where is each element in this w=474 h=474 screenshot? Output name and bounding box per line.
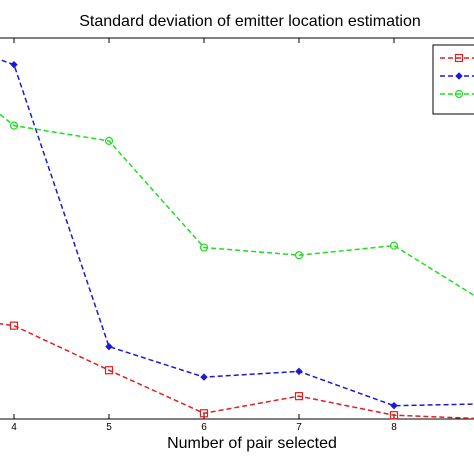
data-point [390, 401, 398, 410]
data-point [389, 411, 399, 420]
series-1 [0, 321, 474, 420]
series-layer [0, 58, 474, 420]
data-point [294, 251, 304, 260]
data-point [10, 60, 18, 69]
data-point [294, 392, 304, 401]
x-tick-label: 8 [391, 422, 397, 433]
data-point [295, 367, 303, 376]
series-3 [0, 113, 474, 297]
data-point [105, 342, 113, 351]
plot-area [0, 37, 474, 420]
data-point [199, 243, 209, 252]
data-point [9, 121, 19, 130]
legend-entry-3 [440, 89, 474, 99]
series-3-line [0, 113, 474, 297]
legend-entry-1 [440, 53, 474, 63]
series-2 [0, 58, 474, 410]
x-tick-label: 7 [296, 422, 302, 433]
x-tick-label: 5 [106, 422, 112, 433]
data-point [104, 136, 114, 145]
x-tick-label: 6 [201, 422, 207, 433]
data-point [104, 366, 114, 375]
data-point [389, 241, 399, 250]
x-axis-label: Number of pair selected [167, 435, 337, 452]
legend-entry-2 [440, 72, 474, 80]
legend [432, 44, 474, 115]
legend-marker [454, 89, 464, 99]
data-point [199, 409, 209, 418]
data-point [200, 373, 208, 381]
legend-marker [455, 72, 463, 80]
series-1-line [0, 322, 474, 420]
data-point [9, 321, 19, 330]
x-tick-label: 4 [11, 422, 17, 433]
legend-box [432, 44, 474, 115]
chart-title: Standard deviation of emitter location e… [79, 13, 421, 30]
legend-marker [454, 53, 464, 63]
